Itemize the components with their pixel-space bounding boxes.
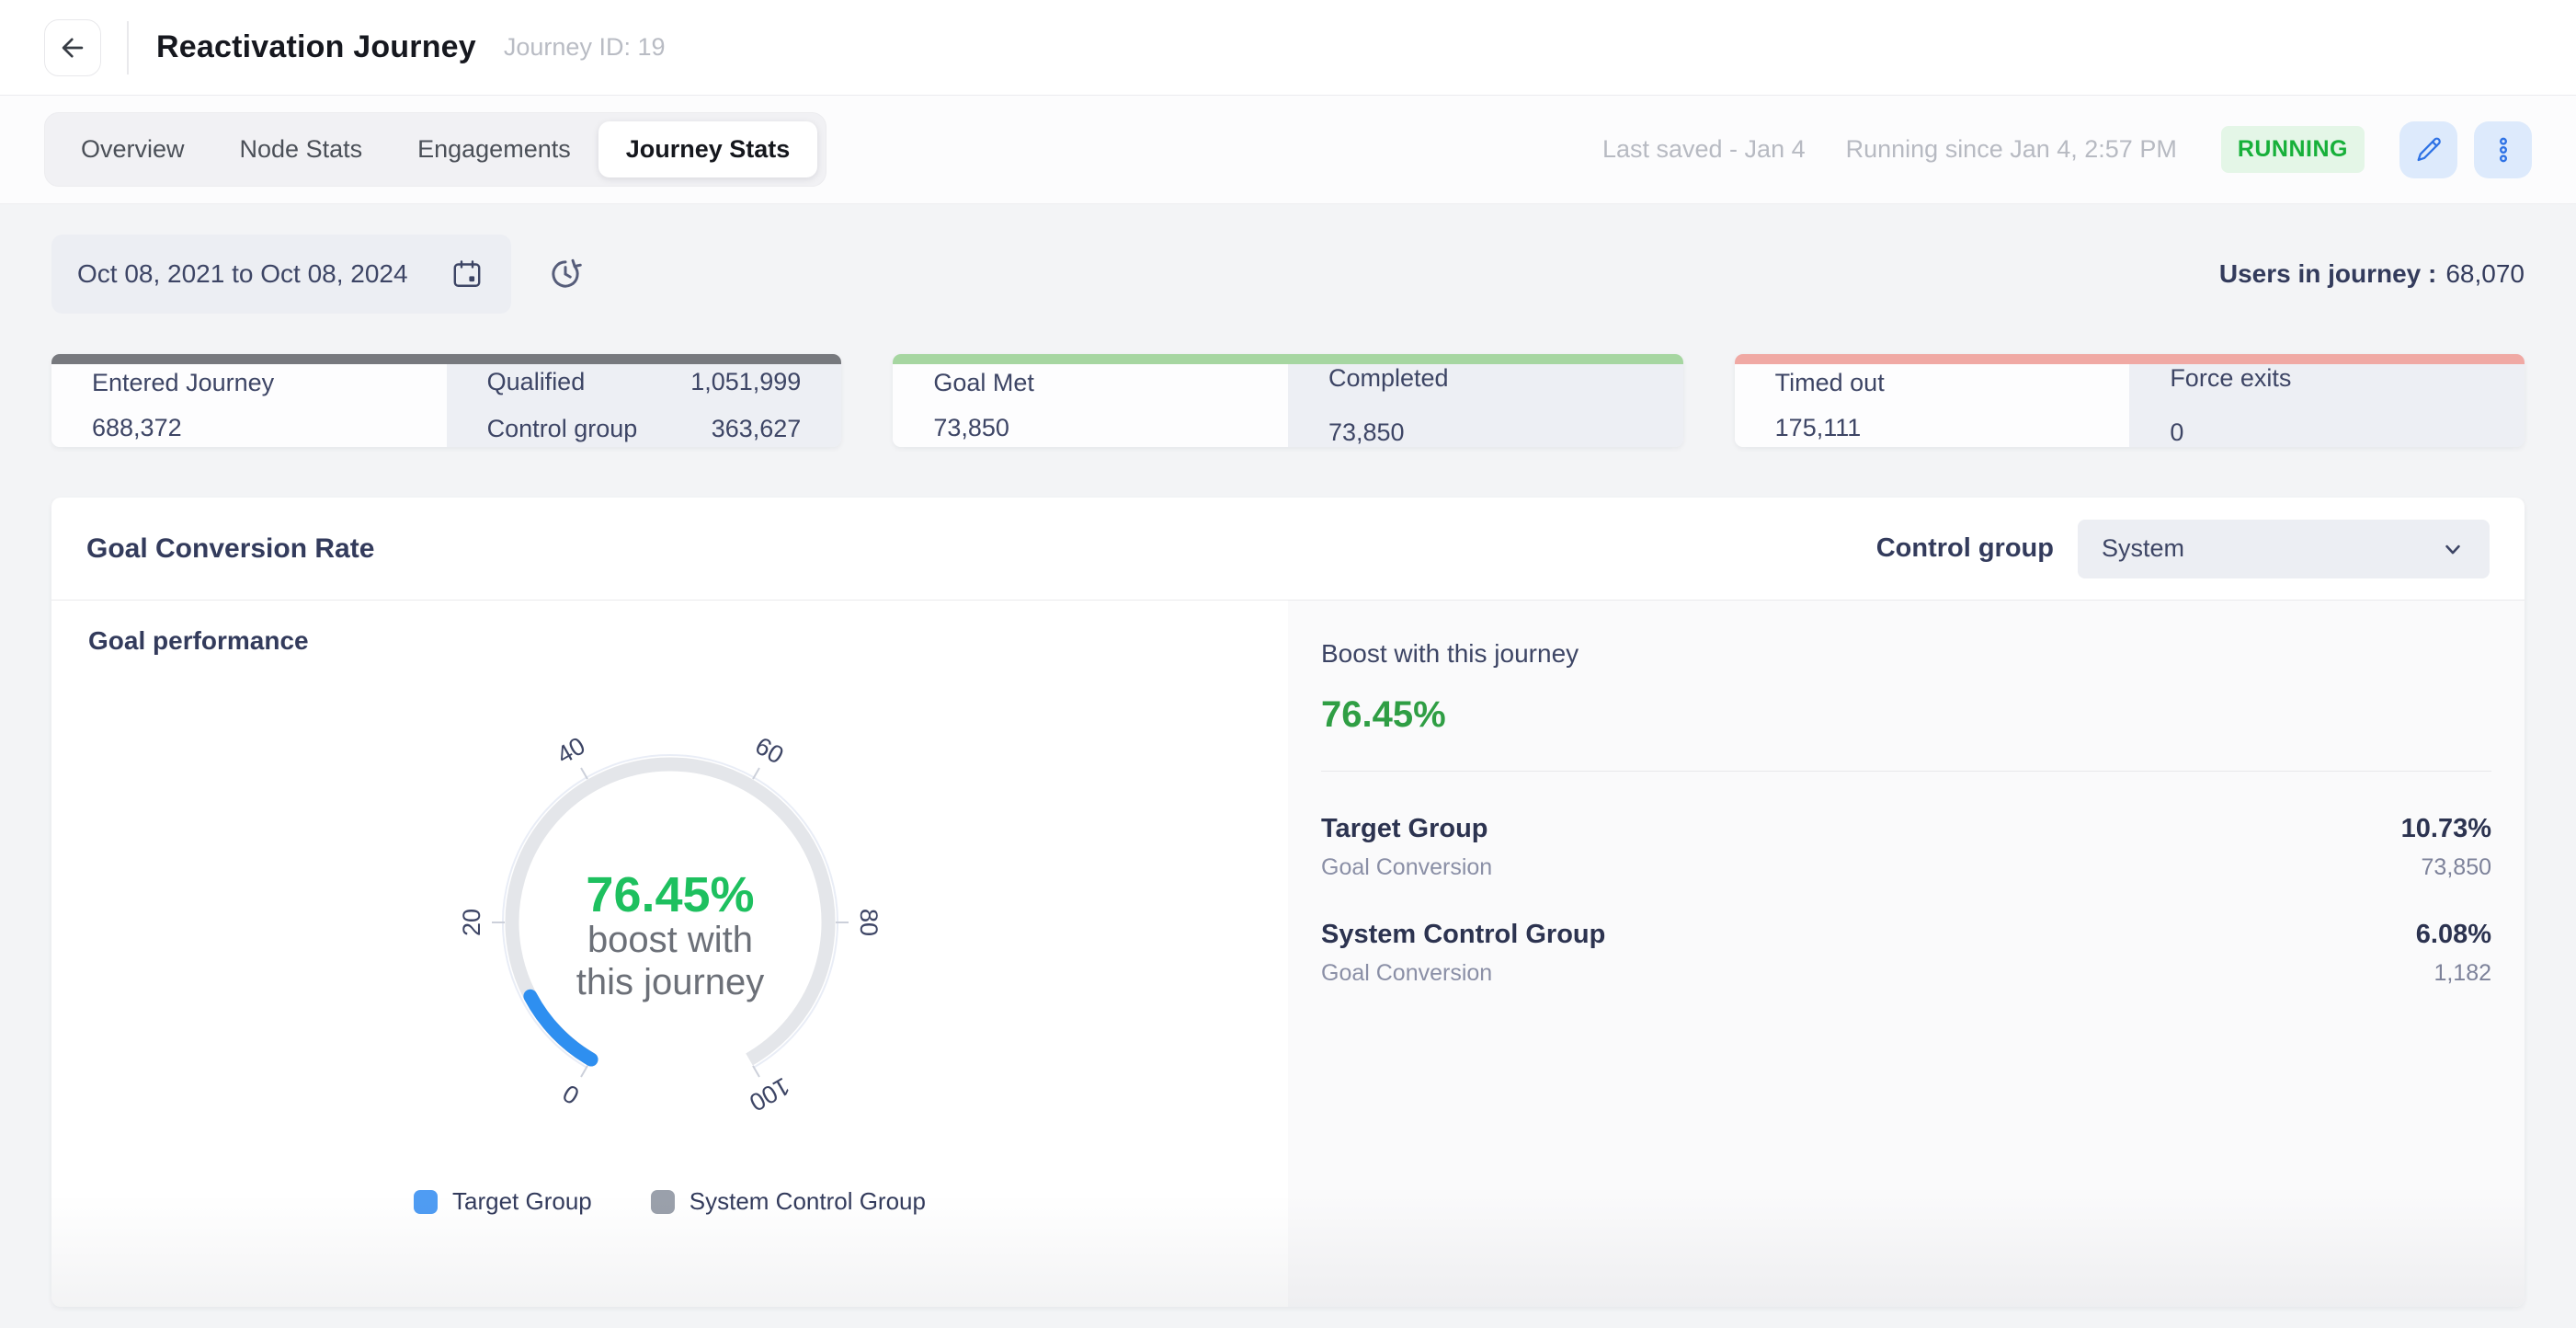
stat-value: 363,627 [711, 415, 802, 442]
goal-performance-gauge: 0 20 40 60 80 100 76.45% boost with this journey [88, 628, 1251, 1143]
svg-text:this journey: this journey [576, 962, 764, 1002]
stat-card-timed-out: Timed out 175,111 Force exits 0 [1734, 354, 2525, 447]
stat-label: Qualified [486, 368, 586, 395]
boost-stats-pane: Boost with this journey 76.45% Target Gr… [1288, 601, 2525, 1307]
edit-button[interactable] [2399, 120, 2457, 178]
header-divider [127, 20, 129, 74]
svg-text:80: 80 [854, 909, 882, 936]
svg-text:60: 60 [750, 732, 788, 770]
tab-overview[interactable]: Overview [81, 135, 185, 163]
svg-text:40: 40 [552, 732, 589, 770]
stat-value: 1,051,999 [690, 368, 802, 395]
tab-journey-stats[interactable]: Journey Stats [598, 121, 818, 177]
filters-row: Oct 08, 2021 to Oct 08, 2024 [51, 235, 2525, 314]
stat-value: 688,372 [92, 414, 182, 441]
users-in-journey: Users in journey : 68,070 [2219, 259, 2525, 289]
stat-label: Timed out [1774, 369, 1885, 396]
group-percentage: 6.08% [2415, 920, 2491, 949]
date-range-picker[interactable]: Oct 08, 2021 to Oct 08, 2024 [51, 235, 511, 314]
legend-swatch-target-group [414, 1189, 439, 1214]
date-range-value: Oct 08, 2021 to Oct 08, 2024 [77, 259, 408, 288]
goal-conversion-title: Goal Conversion Rate [86, 532, 375, 564]
group-percentage: 10.73% [2400, 814, 2491, 843]
group-metric-label: Goal Conversion [1321, 960, 1493, 986]
legend-item-target-group[interactable]: Target Group [414, 1187, 592, 1216]
pencil-icon [2414, 135, 2444, 165]
pane-divider [1321, 771, 2491, 772]
arrow-left-icon [57, 32, 88, 63]
goal-conversion-body: Goal performance 0 20 40 60 80 100 76.45% boost… [51, 601, 2525, 1307]
group-metric-label: Goal Conversion [1321, 854, 1493, 880]
card-accent-bar [51, 354, 842, 364]
conversion-row-system-control-group: System Control Group 6.08% Goal Conversi… [1321, 920, 2491, 987]
kebab-menu-icon [2489, 135, 2518, 165]
group-name: Target Group [1321, 814, 1488, 843]
stat-value: 175,111 [1774, 414, 1862, 441]
legend-swatch-system-control-group [650, 1189, 675, 1214]
card-accent-bar [1734, 354, 2525, 364]
tab-node-stats[interactable]: Node Stats [239, 135, 363, 163]
stat-value: 0 [2170, 418, 2184, 446]
page-header: Reactivation Journey Journey ID: 19 [0, 0, 2576, 96]
stat-card-entered-journey: Entered Journey 688,372 Qualified 1,051,… [51, 354, 842, 447]
refresh-button[interactable] [546, 255, 585, 293]
users-in-journey-value: 68,070 [2445, 259, 2525, 288]
card-accent-bar [893, 354, 1683, 364]
goal-performance-pane: Goal performance 0 20 40 60 80 100 76.45% boost… [51, 601, 1288, 1307]
status-badge: RUNNING [2220, 126, 2365, 173]
stat-value: 73,850 [933, 414, 1009, 441]
boost-value: 76.45% [1321, 694, 1446, 735]
control-group-dropdown[interactable]: System [2078, 519, 2490, 578]
journey-id-label: Journey ID: 19 [503, 33, 666, 61]
stat-label: Entered Journey [92, 369, 275, 396]
group-count: 73,850 [2421, 854, 2491, 880]
back-button[interactable] [44, 18, 101, 76]
boost-label: Boost with this journey [1321, 639, 1579, 668]
svg-text:76.45%: 76.45% [586, 867, 754, 922]
stat-value: 73,850 [1328, 418, 1405, 446]
stat-label: Completed [1328, 364, 1449, 392]
goal-conversion-header: Goal Conversion Rate Control group Syste… [51, 498, 2525, 601]
main-content: Oct 08, 2021 to Oct 08, 2024 [0, 204, 2576, 1307]
tab-engagements[interactable]: Engagements [417, 135, 571, 163]
users-in-journey-label: Users in journey : [2218, 259, 2437, 288]
control-group-label: Control group [1875, 533, 2054, 563]
control-group-selected-value: System [2102, 534, 2185, 562]
group-name: System Control Group [1321, 920, 1606, 949]
tabs-group: Overview Node Stats Engagements Journey … [44, 112, 827, 187]
svg-text:0: 0 [558, 1079, 584, 1109]
page-title: Reactivation Journey [156, 29, 476, 64]
svg-text:100: 100 [744, 1072, 793, 1117]
stat-label: Force exits [2170, 364, 2292, 392]
svg-text:boost with: boost with [587, 920, 752, 960]
legend-label: Target Group [452, 1187, 592, 1215]
calendar-icon [450, 258, 484, 291]
last-saved-text: Last saved - Jan 4 [1601, 135, 1806, 163]
stat-label: Control group [486, 415, 638, 442]
stat-label: Goal Met [933, 369, 1034, 396]
more-options-button[interactable] [2474, 120, 2532, 178]
chevron-down-icon [2440, 536, 2466, 562]
group-count: 1,182 [2434, 960, 2491, 986]
refresh-clock-icon [546, 255, 585, 293]
running-since-text: Running since Jan 4, 2:57 PM [1845, 135, 2177, 163]
journey-stats-cards: Entered Journey 688,372 Qualified 1,051,… [51, 354, 2525, 447]
conversion-row-target-group: Target Group 10.73% Goal Conversion 73,8… [1321, 814, 2491, 881]
legend-label: System Control Group [689, 1187, 926, 1215]
stat-card-goal-met: Goal Met 73,850 Completed 73,850 [893, 354, 1683, 447]
svg-text:20: 20 [458, 909, 485, 936]
legend-item-system-control-group[interactable]: System Control Group [650, 1187, 926, 1216]
goal-conversion-rate-card: Goal Conversion Rate Control group Syste… [51, 498, 2525, 1307]
goal-performance-title: Goal performance [88, 626, 309, 655]
gauge-legend: Target Group System Control Group [88, 1187, 1251, 1216]
tab-bar: Overview Node Stats Engagements Journey … [0, 96, 2576, 204]
